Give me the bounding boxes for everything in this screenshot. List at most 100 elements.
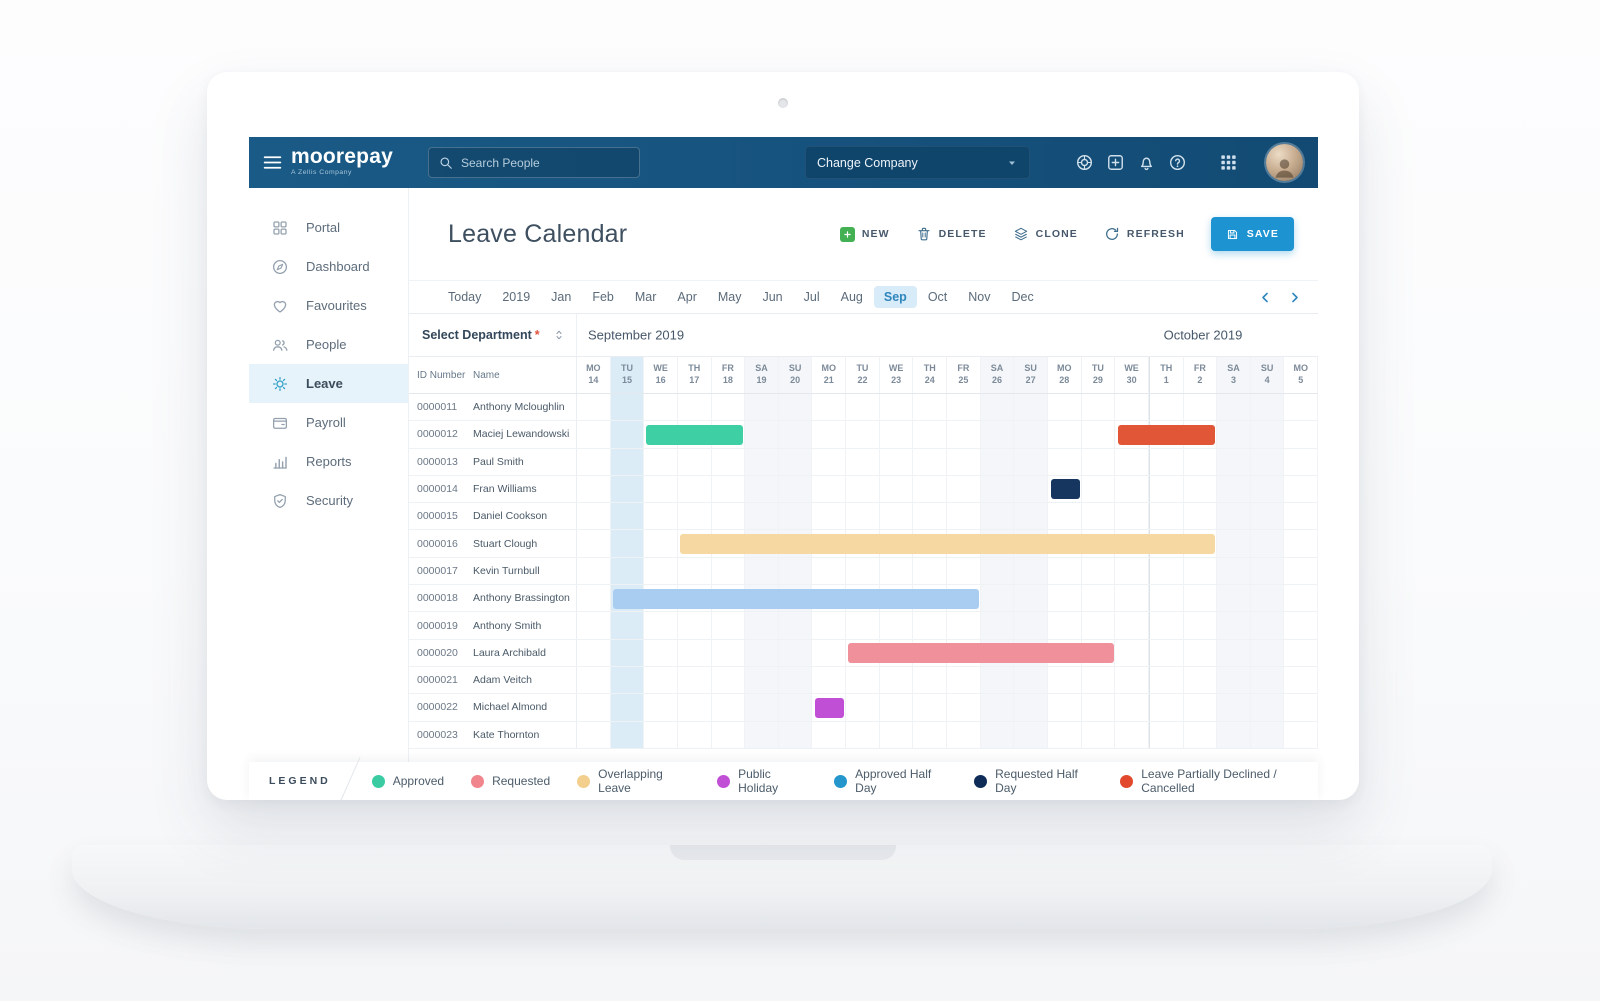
day-cell [610,394,645,421]
day-cell [846,721,880,748]
day-cell [1217,530,1251,557]
sidebar-item-label: Dashboard [306,259,370,274]
leave-bar-public-holiday[interactable] [814,697,845,718]
month-tab-feb[interactable]: Feb [582,286,624,308]
day-cell [880,612,914,639]
sidebar-item-reports[interactable]: Reports [249,442,408,481]
refresh-button[interactable]: REFRESH [1104,226,1185,242]
day-cell [644,530,678,557]
day-cell [778,394,813,421]
sidebar-item-dashboard[interactable]: Dashboard [249,247,408,286]
sidebar-item-payroll[interactable]: Payroll [249,403,408,442]
day-cell [644,694,678,721]
day-cell [1014,394,1048,421]
new-button[interactable]: NEW [839,226,890,242]
day-cell [1082,721,1116,748]
sidebar-item-portal[interactable]: Portal [249,208,408,247]
day-cell [980,448,1015,475]
sidebar-item-people[interactable]: People [249,325,408,364]
month-tab-2019[interactable]: 2019 [492,286,540,308]
month-tab-apr[interactable]: Apr [667,286,706,308]
leave-bar-approved-half-day[interactable] [612,588,980,609]
day-cell [1184,530,1218,557]
legend-dot [834,774,848,788]
sidebar-item-leave[interactable]: Leave [249,364,408,403]
day-cell [947,612,981,639]
day-cell [1048,394,1082,421]
employee-name: Anthony Smith [473,612,577,639]
add-new-icon[interactable] [1106,153,1125,172]
leave-bar-requested-half-day[interactable] [1050,479,1081,500]
day-cell [947,448,981,475]
day-cell [1284,475,1319,503]
day-cell [846,557,880,585]
day-cell [678,503,712,530]
day-cell [913,394,948,421]
month-tab-mar[interactable]: Mar [625,286,667,308]
day-cell [610,557,645,585]
day-cell [846,666,880,694]
employee-name: Adam Veitch [473,666,577,694]
company-selector[interactable]: Change Company [805,146,1030,179]
legend-item: Overlapping Leave [577,767,690,795]
menu-icon[interactable] [262,152,283,173]
month-tab-nov[interactable]: Nov [958,286,1000,308]
people-icon [271,336,289,354]
calendar-row: 0000020 Laura Archibald [409,639,1319,667]
month-tab-jun[interactable]: Jun [752,286,792,308]
month-tab-sep[interactable]: Sep [873,286,917,308]
day-cell [778,557,813,585]
leave-bar-requested[interactable] [848,643,1114,664]
search-box[interactable] [428,147,640,178]
day-cell [610,721,645,748]
month-tab-dec[interactable]: Dec [1002,286,1044,308]
day-cell [1284,421,1319,448]
day-cell [1217,694,1251,721]
leave-bar-declined[interactable] [1117,424,1215,445]
leave-bar-approved[interactable] [646,424,744,445]
next-month-button[interactable] [1287,290,1302,305]
prev-month-button[interactable] [1258,290,1273,305]
apps-grid-icon[interactable] [1219,153,1238,172]
month-tab-may[interactable]: May [708,286,752,308]
day-cell [1284,694,1319,721]
day-header-we-16: WE 16 [644,357,678,393]
month-tab-oct[interactable]: Oct [918,286,957,308]
sidebar-item-security[interactable]: Security [249,481,408,520]
clone-button[interactable]: CLONE [1013,226,1078,242]
day-cell [1115,721,1149,748]
day-cell [778,448,813,475]
leave-bar-overlapping[interactable] [680,533,1215,554]
day-cell [644,666,678,694]
month-tab-aug[interactable]: Aug [831,286,873,308]
department-select[interactable]: Select Department * [409,314,577,356]
legend-item-label: Public Holiday [738,767,779,795]
notifications-bell-icon[interactable] [1137,153,1156,172]
search-input[interactable] [461,155,629,170]
employee-id: 0000016 [417,537,458,550]
sidebar-item-favourites[interactable]: Favourites [249,286,408,325]
day-cell [610,475,645,503]
month-tab-today[interactable]: Today [438,286,491,308]
save-button[interactable]: SAVE [1210,217,1294,251]
day-cell [880,694,914,721]
day-cell [1250,475,1285,503]
avatar[interactable] [1266,144,1303,181]
day-cell [980,475,1015,503]
day-header-sa-19: SA 19 [745,357,779,393]
plus-icon [839,226,855,242]
delete-button[interactable]: DELETE [916,226,987,242]
day-cell [644,394,678,421]
calendar-row: 0000012 Maciej Lewandowski [409,421,1319,449]
month-tab-jul[interactable]: Jul [794,286,830,308]
employee-name: Kevin Turnbull [473,557,577,585]
day-cell [1014,694,1048,721]
day-cell [846,503,880,530]
help-center-icon[interactable] [1075,153,1094,172]
month-tab-jan[interactable]: Jan [541,286,581,308]
day-cell [1148,666,1184,694]
day-cell [1082,557,1116,585]
day-cell [880,448,914,475]
help-question-icon[interactable] [1168,153,1187,172]
